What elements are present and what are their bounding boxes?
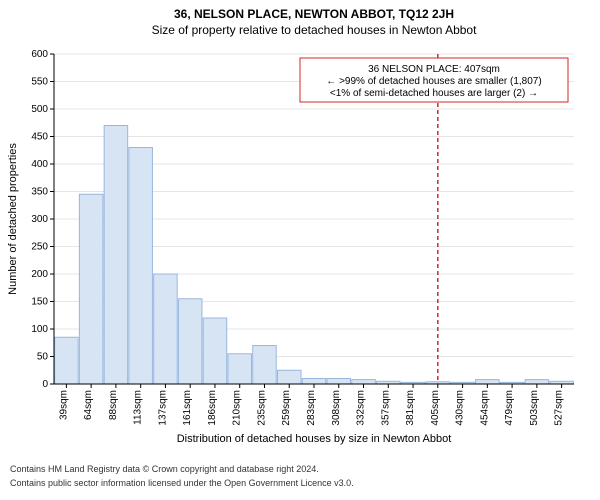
y-tick-label: 300 bbox=[31, 214, 48, 225]
histogram-bar bbox=[352, 380, 376, 384]
histogram-bar bbox=[55, 337, 79, 384]
histogram-bar bbox=[178, 299, 202, 384]
x-tick-label: 235sqm bbox=[256, 390, 267, 426]
histogram-bar bbox=[476, 380, 500, 384]
histogram-bar bbox=[154, 274, 178, 384]
histogram-bar bbox=[79, 194, 103, 384]
footer-line-2: Contains public sector information licen… bbox=[10, 478, 354, 488]
x-tick-label: 210sqm bbox=[232, 390, 243, 426]
x-tick-label: 88sqm bbox=[108, 390, 119, 420]
histogram-bar bbox=[277, 370, 301, 384]
x-tick-label: 430sqm bbox=[455, 390, 466, 426]
y-tick-label: 0 bbox=[42, 379, 48, 390]
histogram-bar bbox=[129, 148, 153, 385]
chart-subtitle: Size of property relative to detached ho… bbox=[152, 23, 478, 37]
x-tick-label: 308sqm bbox=[331, 390, 342, 426]
histogram-bar bbox=[228, 354, 252, 384]
x-axis-label: Distribution of detached houses by size … bbox=[177, 433, 452, 445]
x-tick-label: 64sqm bbox=[83, 390, 94, 420]
x-tick-label: 357sqm bbox=[380, 390, 391, 426]
y-axis-label: Number of detached properties bbox=[7, 143, 19, 295]
y-tick-label: 100 bbox=[31, 324, 48, 335]
y-tick-label: 600 bbox=[31, 49, 48, 60]
x-tick-label: 454sqm bbox=[479, 390, 490, 426]
histogram-bar bbox=[203, 318, 227, 384]
x-tick-label: 527sqm bbox=[554, 390, 565, 426]
y-tick-label: 150 bbox=[31, 297, 48, 308]
annotation-line: 36 NELSON PLACE: 407sqm bbox=[368, 64, 500, 75]
x-tick-label: 186sqm bbox=[207, 390, 218, 426]
x-tick-label: 283sqm bbox=[306, 390, 317, 426]
histogram-bar bbox=[253, 346, 277, 385]
x-tick-label: 503sqm bbox=[529, 390, 540, 426]
y-tick-label: 250 bbox=[31, 242, 48, 253]
x-tick-label: 113sqm bbox=[133, 390, 144, 425]
x-tick-label: 161sqm bbox=[182, 390, 193, 426]
footer-line-1: Contains HM Land Registry data © Crown c… bbox=[10, 464, 319, 474]
chart-title: 36, NELSON PLACE, NEWTON ABBOT, TQ12 2JH bbox=[174, 7, 454, 21]
histogram-bar bbox=[302, 379, 326, 385]
y-tick-label: 50 bbox=[37, 352, 49, 363]
x-tick-label: 259sqm bbox=[281, 390, 292, 426]
y-tick-label: 500 bbox=[31, 104, 48, 115]
y-tick-label: 200 bbox=[31, 269, 48, 280]
y-tick-label: 550 bbox=[31, 77, 48, 88]
x-tick-label: 381sqm bbox=[405, 390, 416, 426]
histogram-bar bbox=[525, 380, 549, 384]
annotation-line: <1% of semi-detached houses are larger (… bbox=[330, 88, 538, 99]
x-tick-label: 332sqm bbox=[356, 390, 367, 426]
histogram-chart: 0 50 100 150 200 250 300 350 400 450 500 550 600 39sq… bbox=[0, 0, 600, 500]
x-tick-label: 479sqm bbox=[504, 390, 515, 426]
histogram-bar bbox=[327, 379, 351, 385]
x-tick-label: 137sqm bbox=[157, 390, 168, 426]
x-tick-label: 405sqm bbox=[430, 390, 441, 426]
y-tick-label: 400 bbox=[31, 159, 48, 170]
annotation-line: ← >99% of detached houses are smaller (1… bbox=[326, 76, 541, 87]
x-tick-label: 39sqm bbox=[58, 390, 69, 420]
histogram-bar bbox=[104, 126, 128, 385]
y-tick-label: 350 bbox=[31, 187, 48, 198]
y-tick-label: 450 bbox=[31, 132, 48, 143]
